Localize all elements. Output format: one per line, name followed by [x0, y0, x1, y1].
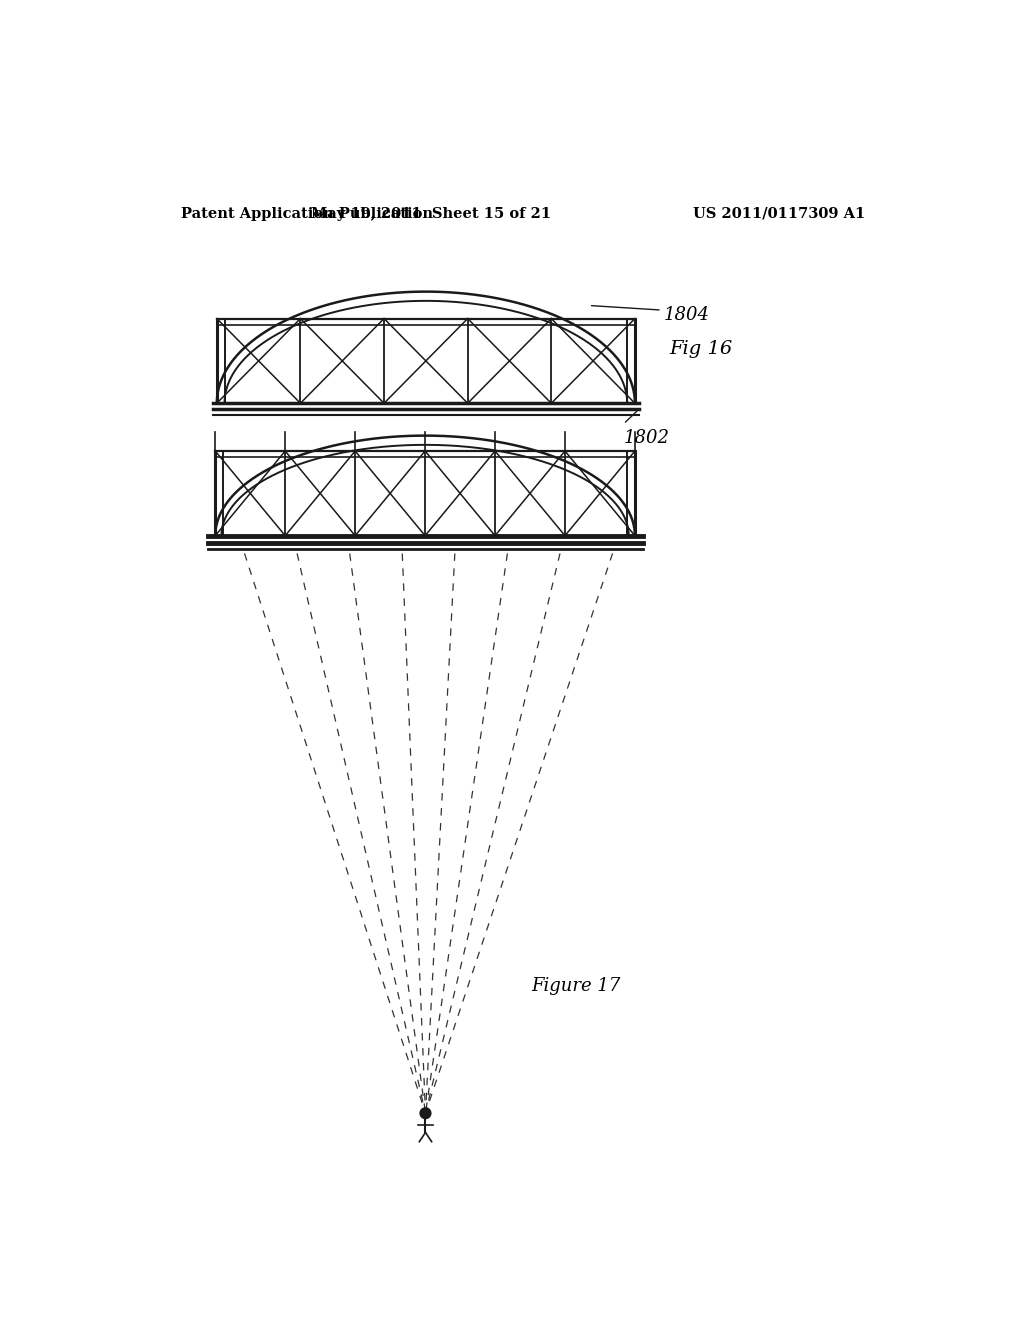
Text: Figure 17: Figure 17 [531, 977, 621, 995]
Circle shape [420, 1107, 431, 1118]
Text: 1804: 1804 [665, 306, 711, 325]
Text: Patent Application Publication: Patent Application Publication [180, 207, 432, 220]
Text: May 19, 2011  Sheet 15 of 21: May 19, 2011 Sheet 15 of 21 [311, 207, 551, 220]
Text: 1802: 1802 [624, 429, 670, 447]
Text: Fig 16: Fig 16 [670, 341, 733, 358]
Text: US 2011/0117309 A1: US 2011/0117309 A1 [692, 207, 865, 220]
